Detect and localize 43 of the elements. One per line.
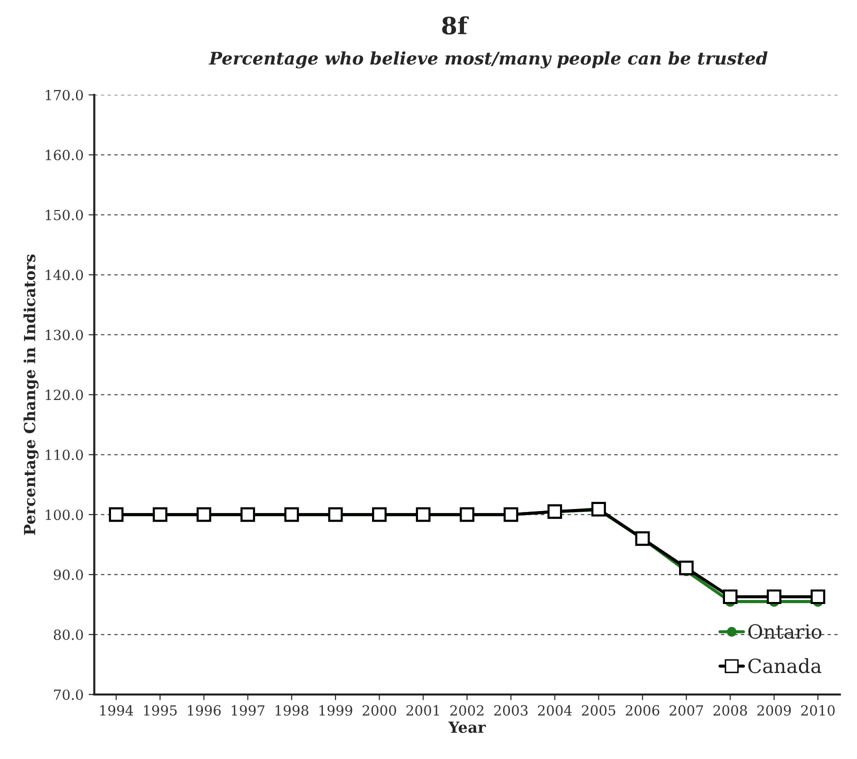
- y-tick-label: 140.0: [46, 270, 83, 280]
- point: [547, 504, 562, 519]
- x-tick-label: 2002: [450, 705, 484, 716]
- y-tick-label: 150.0: [46, 210, 83, 220]
- point: [108, 507, 124, 522]
- point: [416, 507, 430, 522]
- y-tick-label: 80.0: [54, 629, 83, 640]
- x-tick-label: 1998: [276, 705, 308, 716]
- x-tick-label: 2000: [362, 705, 396, 716]
- legend-label: Canada: [748, 658, 822, 674]
- point: [591, 502, 606, 516]
- y-tick-label: 130.0: [46, 330, 83, 340]
- x-tick-label: 1996: [188, 705, 221, 716]
- point: [766, 589, 782, 604]
- x-tick-label: 2010: [801, 705, 835, 716]
- x-tick-label: 1995: [144, 705, 177, 716]
- x-tick-label: 2007: [670, 705, 704, 716]
- point: [722, 589, 738, 604]
- y-tick-label: 110.0: [46, 450, 83, 460]
- x-tick-label: 2006: [626, 705, 660, 716]
- x-tick-label: 2008: [713, 705, 747, 716]
- y-tick-label: 90.0: [54, 570, 83, 580]
- y-tick-label: 170.0: [46, 90, 83, 100]
- legend-label: Ontario: [748, 624, 822, 639]
- x-tick-label: 2005: [582, 705, 616, 716]
- x-tick-label: 2001: [406, 705, 439, 716]
- y-tick-label: 100.0: [46, 510, 83, 520]
- point: [810, 589, 826, 604]
- x-axis-title: Year: [448, 722, 486, 733]
- y-tick-label: 120.0: [46, 390, 83, 400]
- y-tick-label: 160.0: [46, 150, 83, 160]
- chart-subtitle: Percentage who believe most/many people can be trusted: [208, 51, 768, 68]
- chart-title: 8f: [442, 16, 469, 34]
- x-tick-label: 1999: [320, 705, 352, 716]
- point: [679, 560, 694, 576]
- x-tick-label: 1994: [100, 705, 134, 716]
- y-tick-label: 70.0: [54, 689, 83, 700]
- x-tick-label: 2004: [538, 705, 572, 716]
- x-tick-label: 2003: [494, 705, 528, 716]
- x-tick-label: 2009: [757, 705, 791, 716]
- x-tick-label: 1997: [232, 705, 264, 716]
- y-axis-title: Percentage Change in Indicators: [24, 254, 39, 535]
- point: [240, 507, 256, 522]
